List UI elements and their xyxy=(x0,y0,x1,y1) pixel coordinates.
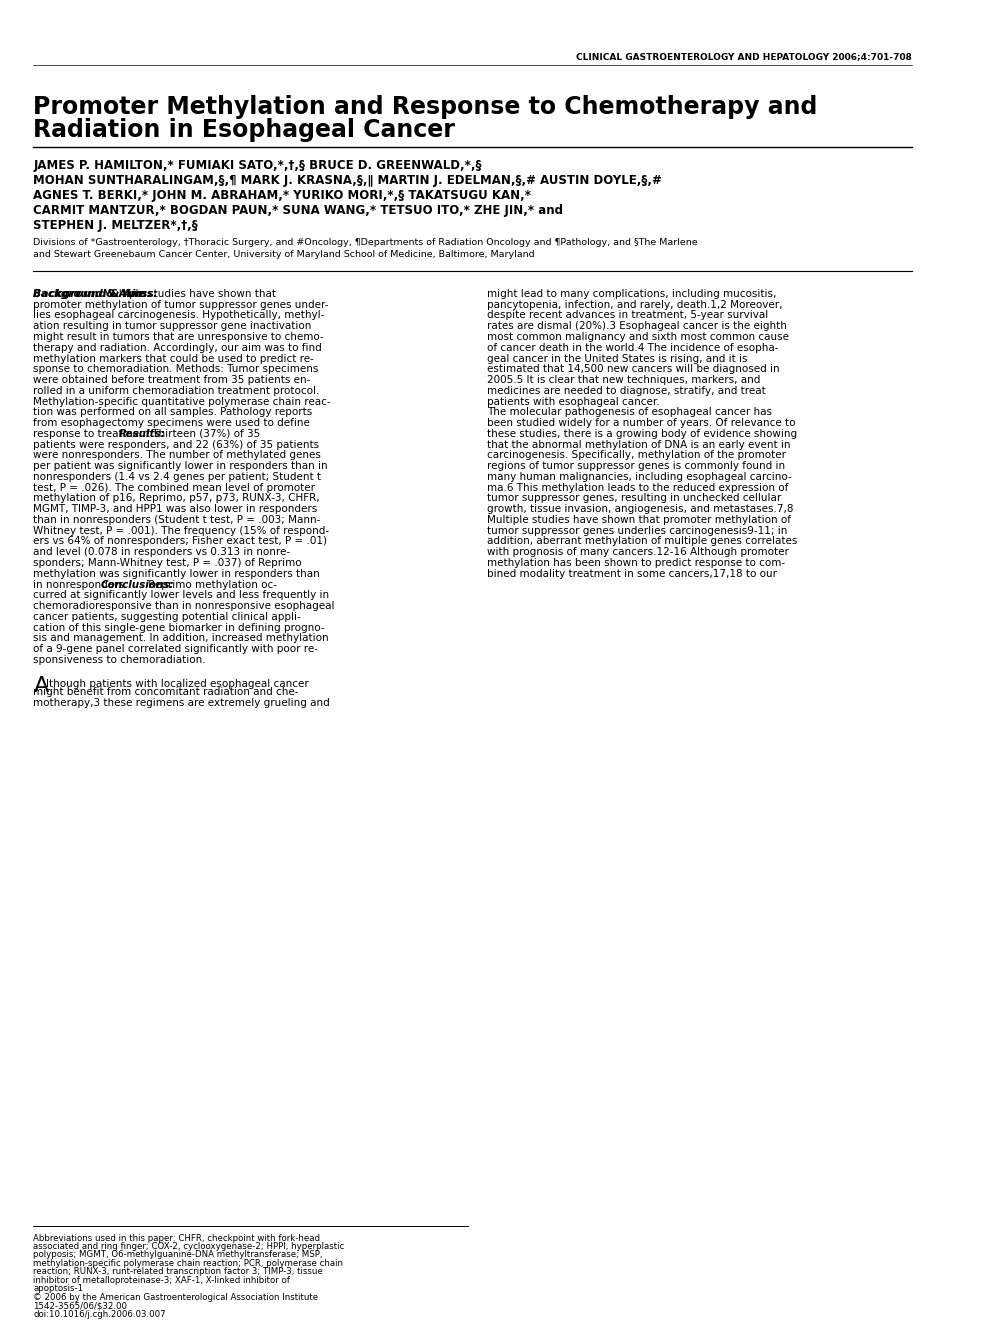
Text: ation resulting in tumor suppressor gene inactivation: ation resulting in tumor suppressor gene… xyxy=(34,321,312,331)
Text: carcinogenesis. Specifically, methylation of the promoter: carcinogenesis. Specifically, methylatio… xyxy=(487,450,786,461)
Text: Divisions of *Gastroenterology, †Thoracic Surgery, and #Oncology, ¶Departments o: Divisions of *Gastroenterology, †Thoraci… xyxy=(34,238,698,259)
Text: ma.6 This methylation leads to the reduced expression of: ma.6 This methylation leads to the reduc… xyxy=(487,483,789,492)
Text: lthough patients with localized esophageal cancer: lthough patients with localized esophage… xyxy=(46,680,309,689)
Text: Background & Aims:: Background & Aims: xyxy=(34,289,151,298)
Text: despite recent advances in treatment, 5-year survival: despite recent advances in treatment, 5-… xyxy=(487,310,768,321)
Text: geal cancer in the United States is rising, and it is: geal cancer in the United States is risi… xyxy=(487,354,747,363)
Text: sis and management. In addition, increased methylation: sis and management. In addition, increas… xyxy=(34,634,329,643)
Text: rolled in a uniform chemoradiation treatment protocol.: rolled in a uniform chemoradiation treat… xyxy=(34,385,320,396)
Text: bined modality treatment in some cancers,17,18 to our: bined modality treatment in some cancers… xyxy=(487,569,777,578)
Text: Radiation in Esophageal Cancer: Radiation in Esophageal Cancer xyxy=(34,117,455,141)
Text: estimated that 14,500 new cancers will be diagnosed in: estimated that 14,500 new cancers will b… xyxy=(487,364,780,375)
Text: apoptosis-1: apoptosis-1 xyxy=(34,1284,83,1294)
Text: tion was performed on all samples. Pathology reports: tion was performed on all samples. Patho… xyxy=(34,408,313,417)
Text: JAMES P. HAMILTON,* FUMIAKI SATO,*,†,§ BRUCE D. GREENWALD,*,§: JAMES P. HAMILTON,* FUMIAKI SATO,*,†,§ B… xyxy=(34,160,482,173)
Text: Background & Aims:: Background & Aims: xyxy=(34,289,158,298)
Text: rates are dismal (20%).3 Esophageal cancer is the eighth: rates are dismal (20%).3 Esophageal canc… xyxy=(487,321,787,331)
Text: MOHAN SUNTHARALINGAM,§,¶ MARK J. KRASNA,§,∥ MARTIN J. EDELMAN,§,# AUSTIN DOYLE,§: MOHAN SUNTHARALINGAM,§,¶ MARK J. KRASNA,… xyxy=(34,174,662,187)
Text: growth, tissue invasion, angiogenesis, and metastases.7,8: growth, tissue invasion, angiogenesis, a… xyxy=(487,504,794,515)
Text: chemoradioresponsive than in nonresponsive esophageal: chemoradioresponsive than in nonresponsi… xyxy=(34,601,335,611)
Text: per patient was significantly lower in responders than in: per patient was significantly lower in r… xyxy=(34,461,328,471)
Text: were obtained before treatment from 35 patients en-: were obtained before treatment from 35 p… xyxy=(34,375,311,385)
Text: with prognosis of many cancers.12-16 Although promoter: with prognosis of many cancers.12-16 Alt… xyxy=(487,548,789,557)
Text: were nonresponders. The number of methylated genes: were nonresponders. The number of methyl… xyxy=(34,450,322,461)
Text: CARMIT MANTZUR,* BOGDAN PAUN,* SUNA WANG,* TETSUO ITO,* ZHE JIN,* and: CARMIT MANTZUR,* BOGDAN PAUN,* SUNA WANG… xyxy=(34,205,563,218)
Text: Whitney test, P = .001). The frequency (15% of respond-: Whitney test, P = .001). The frequency (… xyxy=(34,525,330,536)
Text: cancer patients, suggesting potential clinical appli-: cancer patients, suggesting potential cl… xyxy=(34,611,301,622)
Text: Multiple studies have shown that: Multiple studies have shown that xyxy=(101,289,276,298)
Text: in nonresponders.: in nonresponders. xyxy=(34,579,131,590)
Text: STEPHEN J. MELTZER*,†,§: STEPHEN J. MELTZER*,†,§ xyxy=(34,219,198,232)
Text: these studies, there is a growing body of evidence showing: these studies, there is a growing body o… xyxy=(487,429,797,438)
Text: been studied widely for a number of years. Of relevance to: been studied widely for a number of year… xyxy=(487,418,796,428)
Text: tumor suppressor genes, resulting in unchecked cellular: tumor suppressor genes, resulting in unc… xyxy=(487,494,781,503)
Text: patients were responders, and 22 (63%) of 35 patients: patients were responders, and 22 (63%) o… xyxy=(34,440,320,450)
Text: reaction; RUNX-3, runt-related transcription factor 3; TIMP-3, tissue: reaction; RUNX-3, runt-related transcrip… xyxy=(34,1267,323,1276)
Text: sponders; Mann-Whitney test, P = .037) of Reprimo: sponders; Mann-Whitney test, P = .037) o… xyxy=(34,558,302,568)
Text: CLINICAL GASTROENTEROLOGY AND HEPATOLOGY 2006;4:701-708: CLINICAL GASTROENTEROLOGY AND HEPATOLOGY… xyxy=(576,51,913,61)
Text: test, P = .026). The combined mean level of promoter: test, P = .026). The combined mean level… xyxy=(34,483,316,492)
Text: might result in tumors that are unresponsive to chemo-: might result in tumors that are unrespon… xyxy=(34,333,324,342)
Text: most common malignancy and sixth most common cause: most common malignancy and sixth most co… xyxy=(487,333,789,342)
Text: methylation-specific polymerase chain reaction; PCR, polymerase chain: methylation-specific polymerase chain re… xyxy=(34,1259,344,1269)
Text: therapy and radiation. Accordingly, our aim was to find: therapy and radiation. Accordingly, our … xyxy=(34,343,322,352)
Text: 2005.5 It is clear that new techniques, markers, and: 2005.5 It is clear that new techniques, … xyxy=(487,375,760,385)
Text: curred at significantly lower levels and less frequently in: curred at significantly lower levels and… xyxy=(34,590,330,601)
Text: cation of this single-gene biomarker in defining progno-: cation of this single-gene biomarker in … xyxy=(34,623,325,632)
Text: Results:: Results: xyxy=(119,429,166,438)
Text: and level (0.078 in responders vs 0.313 in nonre-: and level (0.078 in responders vs 0.313 … xyxy=(34,548,290,557)
Text: addition, aberrant methylation of multiple genes correlates: addition, aberrant methylation of multip… xyxy=(487,536,798,546)
Text: medicines are needed to diagnose, stratify, and treat: medicines are needed to diagnose, strati… xyxy=(487,385,766,396)
Text: Conclusions:: Conclusions: xyxy=(101,579,174,590)
Text: of a 9-gene panel correlated significantly with poor re-: of a 9-gene panel correlated significant… xyxy=(34,644,319,655)
Text: Abbreviations used in this paper: CHFR, checkpoint with fork-head: Abbreviations used in this paper: CHFR, … xyxy=(34,1233,321,1242)
Text: nonresponders (1.4 vs 2.4 genes per patient; Student t: nonresponders (1.4 vs 2.4 genes per pati… xyxy=(34,471,322,482)
Text: promoter methylation of tumor suppressor genes under-: promoter methylation of tumor suppressor… xyxy=(34,300,329,310)
Text: than in nonresponders (Student t test, P = .003; Mann-: than in nonresponders (Student t test, P… xyxy=(34,515,321,525)
Text: ers vs 64% of nonresponders; Fisher exact test, P = .01): ers vs 64% of nonresponders; Fisher exac… xyxy=(34,536,328,546)
Text: might benefit from concomitant radiation and che-: might benefit from concomitant radiation… xyxy=(34,688,299,697)
Text: sponsiveness to chemoradiation.: sponsiveness to chemoradiation. xyxy=(34,655,206,665)
Text: sponse to chemoradiation. Methods: Tumor specimens: sponse to chemoradiation. Methods: Tumor… xyxy=(34,364,319,375)
Text: motherapy,3 these regimens are extremely grueling and: motherapy,3 these regimens are extremely… xyxy=(34,698,331,708)
Text: methylation markers that could be used to predict re-: methylation markers that could be used t… xyxy=(34,354,314,363)
Text: of cancer death in the world.4 The incidence of esopha-: of cancer death in the world.4 The incid… xyxy=(487,343,779,352)
Text: The molecular pathogenesis of esophageal cancer has: The molecular pathogenesis of esophageal… xyxy=(487,408,772,417)
Text: patients with esophageal cancer.: patients with esophageal cancer. xyxy=(487,396,659,407)
Text: polyposis; MGMT, O6-methylguanine-DNA methyltransferase; MSP,: polyposis; MGMT, O6-methylguanine-DNA me… xyxy=(34,1250,323,1259)
Text: Reprimo methylation oc-: Reprimo methylation oc- xyxy=(146,579,277,590)
Text: © 2006 by the American Gastroenterological Association Institute: © 2006 by the American Gastroenterologic… xyxy=(34,1292,319,1302)
Text: A: A xyxy=(34,676,49,697)
Text: response to treatment.: response to treatment. xyxy=(34,429,157,438)
Text: inhibitor of metalloproteinase-3; XAF-1, X-linked inhibitor of: inhibitor of metalloproteinase-3; XAF-1,… xyxy=(34,1276,290,1284)
Text: might lead to many complications, including mucositis,: might lead to many complications, includ… xyxy=(487,289,776,298)
Text: many human malignancies, including esophageal carcino-: many human malignancies, including esoph… xyxy=(487,471,792,482)
Text: MGMT, TIMP-3, and HPP1 was also lower in responders: MGMT, TIMP-3, and HPP1 was also lower in… xyxy=(34,504,318,515)
Text: Methylation-specific quantitative polymerase chain reac-: Methylation-specific quantitative polyme… xyxy=(34,396,331,407)
Text: 1542-3565/06/$32.00: 1542-3565/06/$32.00 xyxy=(34,1302,128,1311)
Text: associated and ring finger; COX-2, cyclooxygenase-2; HPPI, hyperplastic: associated and ring finger; COX-2, cyclo… xyxy=(34,1242,345,1251)
Text: methylation of p16, Reprimo, p57, p73, RUNX-3, CHFR,: methylation of p16, Reprimo, p57, p73, R… xyxy=(34,494,320,503)
Text: from esophagectomy specimens were used to define: from esophagectomy specimens were used t… xyxy=(34,418,310,428)
Text: AGNES T. BERKI,* JOHN M. ABRAHAM,* YURIKO MORI,*,§ TAKATSUGU KAN,*: AGNES T. BERKI,* JOHN M. ABRAHAM,* YURIK… xyxy=(34,189,532,202)
Text: Multiple studies have shown that promoter methylation of: Multiple studies have shown that promote… xyxy=(487,515,791,525)
Text: Thirteen (37%) of 35: Thirteen (37%) of 35 xyxy=(148,429,260,438)
Text: methylation has been shown to predict response to com-: methylation has been shown to predict re… xyxy=(487,558,785,568)
Text: that the abnormal methylation of DNA is an early event in: that the abnormal methylation of DNA is … xyxy=(487,440,791,450)
Text: doi:10.1016/j.cgh.2006.03.007: doi:10.1016/j.cgh.2006.03.007 xyxy=(34,1309,166,1319)
Text: lies esophageal carcinogenesis. Hypothetically, methyl-: lies esophageal carcinogenesis. Hypothet… xyxy=(34,310,325,321)
Text: pancytopenia, infection, and rarely, death.1,2 Moreover,: pancytopenia, infection, and rarely, dea… xyxy=(487,300,783,310)
Text: regions of tumor suppressor genes is commonly found in: regions of tumor suppressor genes is com… xyxy=(487,461,785,471)
Text: Promoter Methylation and Response to Chemotherapy and: Promoter Methylation and Response to Che… xyxy=(34,95,818,119)
Text: tumor suppressor genes underlies carcinogenesis9-11; in: tumor suppressor genes underlies carcino… xyxy=(487,525,788,536)
Text: methylation was significantly lower in responders than: methylation was significantly lower in r… xyxy=(34,569,320,578)
